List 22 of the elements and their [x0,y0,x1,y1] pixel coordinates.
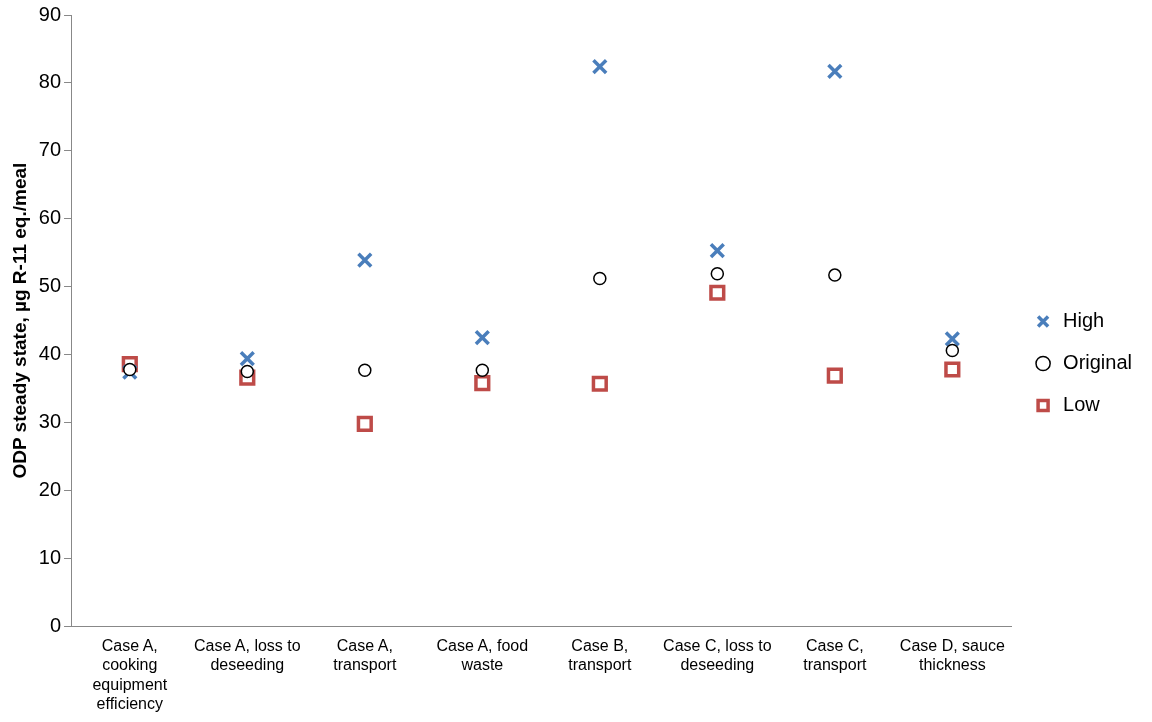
x-tick-label: Case A, cooking equipment efficiency [92,637,168,712]
x-tick-label: Case C, loss to deseeding [663,637,772,674]
y-tick-label: 60 [38,206,62,229]
legend-label: Original [1063,351,1133,374]
y-tick-label: 10 [38,545,62,568]
x-tick-label: Case B, transport [568,637,632,674]
x-tick-label: Case A, loss to deseeding [193,637,301,674]
y-tick-label: 20 [38,477,62,500]
y-tick-label: 80 [38,70,62,93]
y-tick-label: 70 [38,138,62,161]
y-tick-label: 0 [49,613,62,636]
legend-label: High [1063,309,1105,332]
x-tick-label: Case C, transport [803,637,867,674]
y-axis-title: ODP steady state, µg R-11 eq./meal [8,162,30,479]
y-tick-label: 30 [38,409,62,432]
y-tick-label: 90 [38,2,62,25]
y-tick-label: 50 [38,274,62,297]
x-tick-label: Case A, transport [333,637,397,674]
legend-label: Low [1063,393,1101,416]
x-tick-label: Case A, food waste [436,637,529,674]
x-tick-label: Case D, sauce thickness [899,637,1005,674]
y-tick-label: 40 [38,342,62,365]
